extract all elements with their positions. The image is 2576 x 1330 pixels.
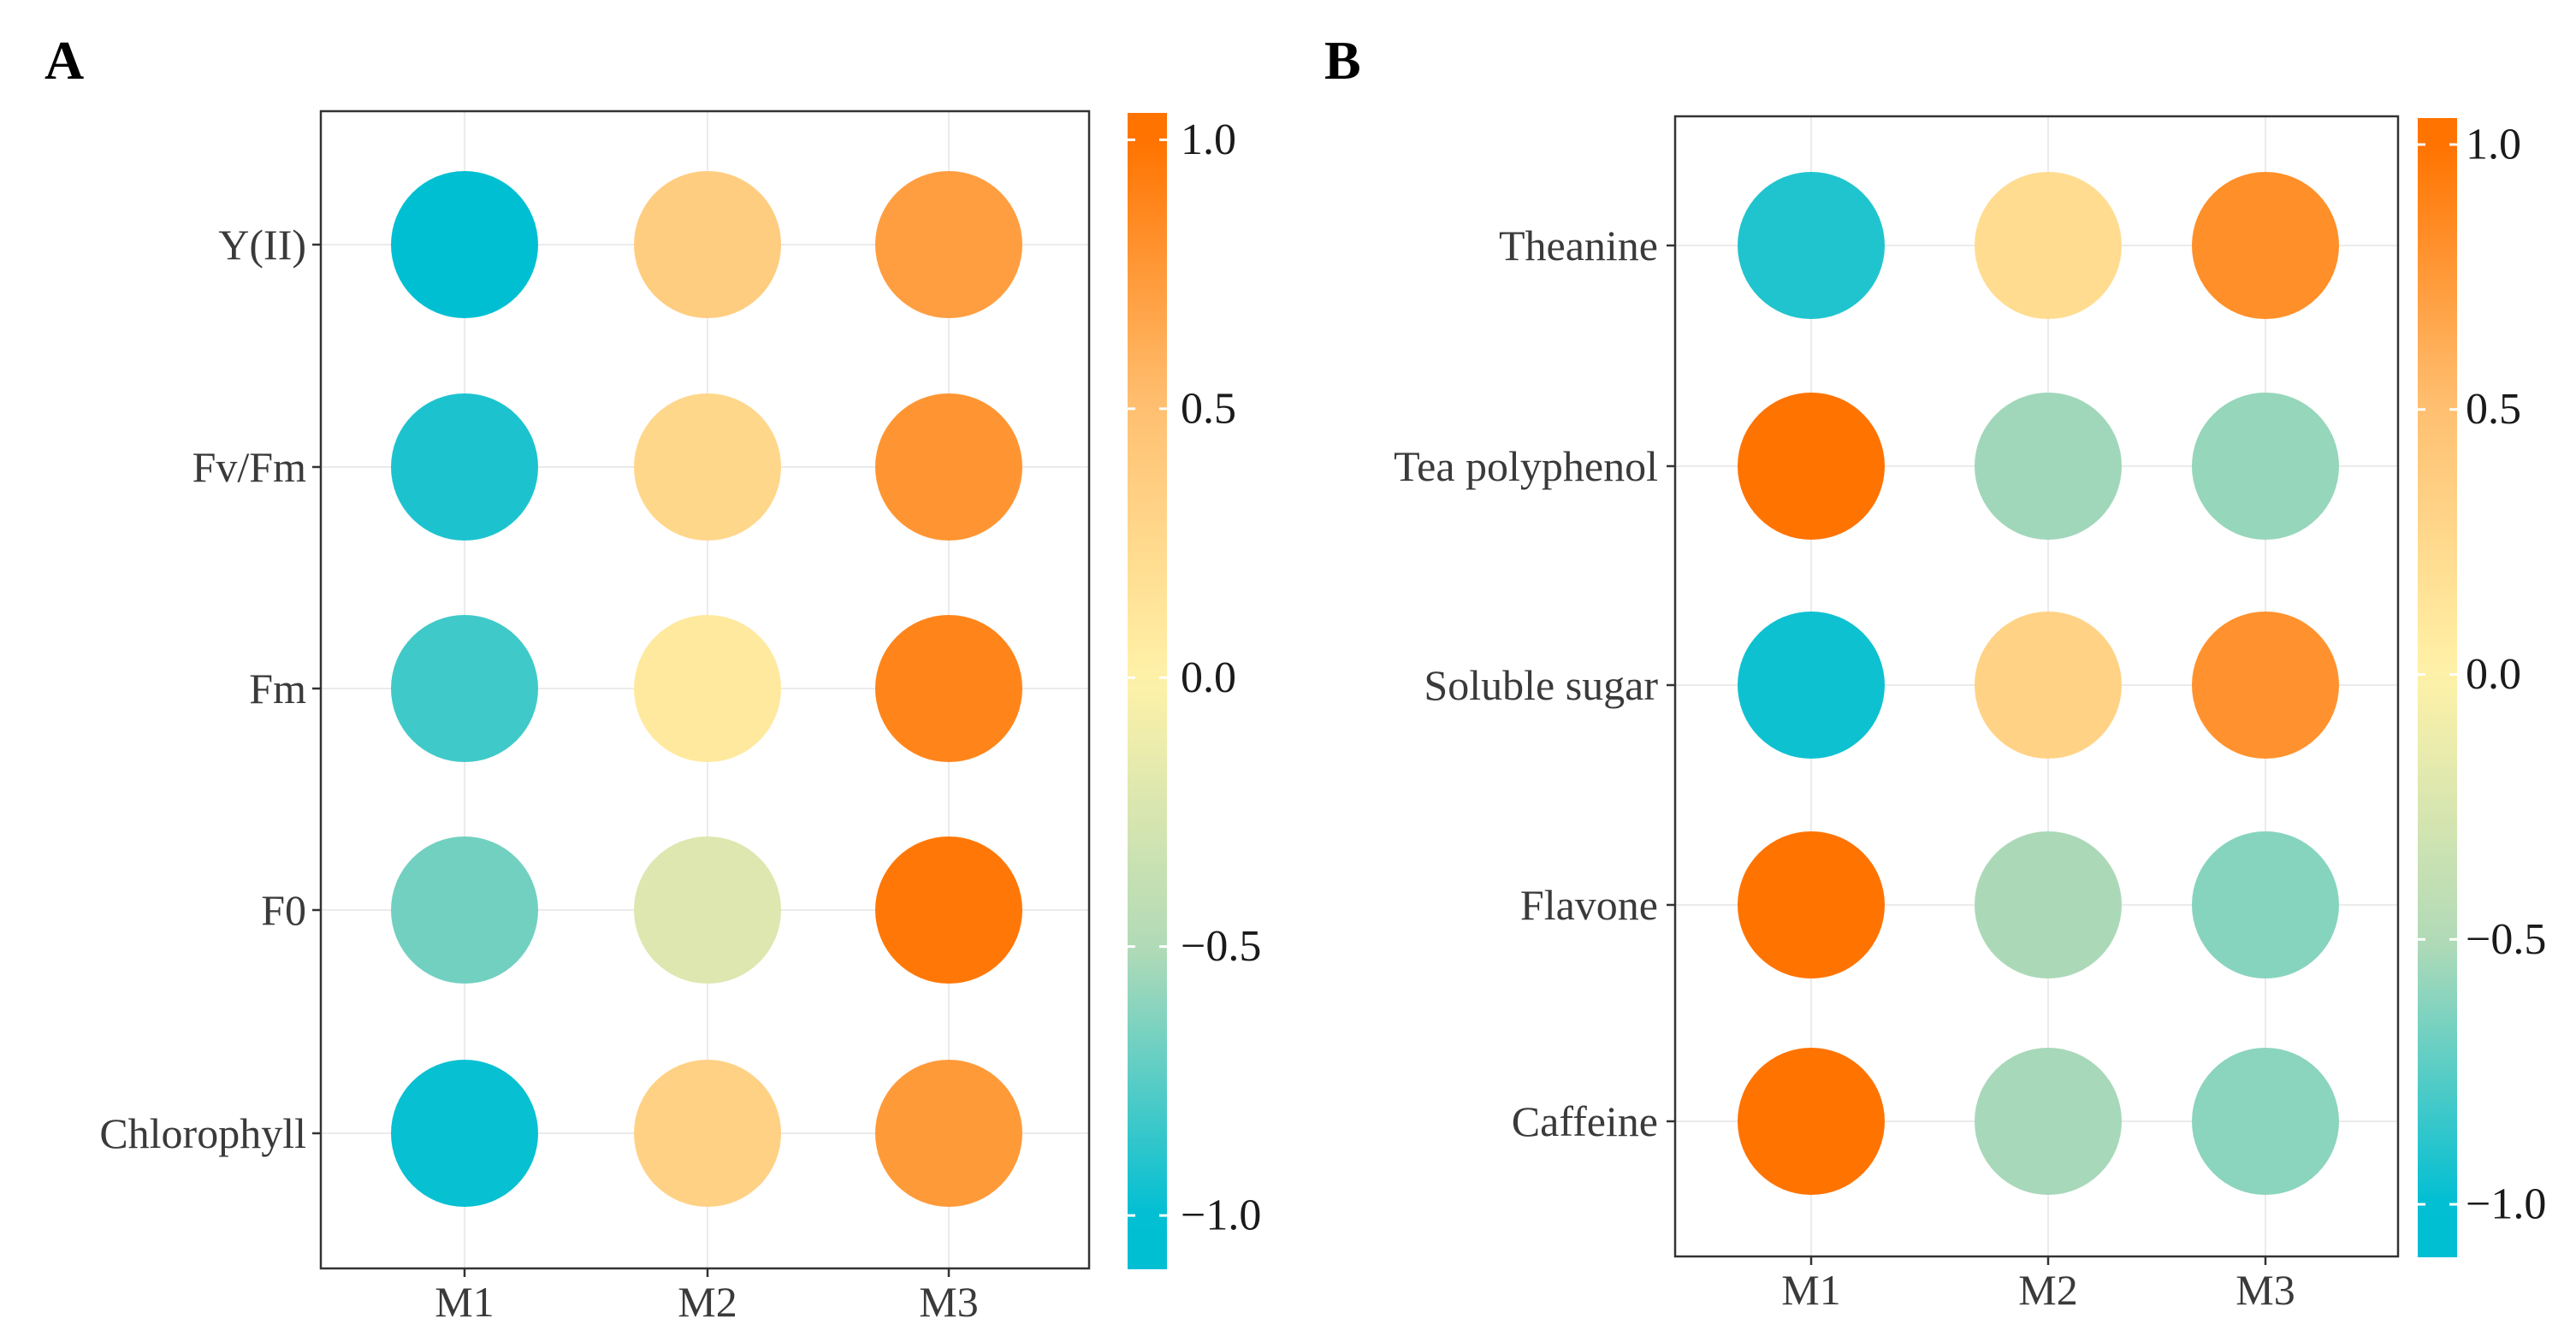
panel-b-colorbar-tick-label: 0.0 <box>2466 650 2521 699</box>
panel-a-dot-fm-m3 <box>875 615 1022 762</box>
panel-a-plot-frame <box>319 109 1091 1270</box>
panel-b-dot-flavone-m2 <box>1975 831 2122 978</box>
panel-b-colorbar-tick-label: 0.5 <box>2466 385 2521 434</box>
panel-a-col-label: M3 <box>919 1278 978 1326</box>
panel-a-row-label: Y(II) <box>218 221 306 269</box>
panel-a-dot-f0-m3 <box>875 836 1022 984</box>
panel-b-row-label: Flavone <box>1520 881 1658 929</box>
panel-a-row-label: Fv/Fm <box>192 443 307 491</box>
panel-a-letter: A <box>44 30 84 91</box>
panel-a-dot-fm-m1 <box>391 615 538 762</box>
panel-b-dot-tea-polyphenol-m1 <box>1738 393 1885 540</box>
panel-a-colorbar-tick-label: 1.0 <box>1181 115 1236 164</box>
panel-b-dot-soluble-sugar-m1 <box>1738 612 1885 759</box>
panel-a-col-label: M2 <box>678 1278 737 1326</box>
panel-b-dot-caffeine-m1 <box>1738 1048 1885 1195</box>
panel-b-dot-theanine-m3 <box>2192 172 2339 319</box>
panel-b-dot-soluble-sugar-m3 <box>2192 612 2339 759</box>
panel-b-row-label: Tea polyphenol <box>1394 442 1658 490</box>
panel-b-row-label: Caffeine <box>1512 1097 1658 1145</box>
panel-a-colorbar-tick-label: 0.5 <box>1181 384 1236 433</box>
panel-b-col-label: M2 <box>2018 1266 2077 1314</box>
panel-b-row-label: Theanine <box>1499 222 1658 269</box>
panel-b-col-label: M3 <box>2235 1266 2295 1314</box>
panel-b-dot-theanine-m1 <box>1738 172 1885 319</box>
panel-a-dot-fv-fm-m2 <box>634 393 781 541</box>
panel-a-row-label: F0 <box>261 886 306 934</box>
panel-b-dot-caffeine-m2 <box>1975 1048 2122 1195</box>
panel-b-colorbar <box>2418 118 2457 1257</box>
panel-a-row-label: Fm <box>249 665 306 712</box>
panel-a-dot-y-ii--m3 <box>875 171 1022 318</box>
panel-a-dot-y-ii--m1 <box>391 171 538 318</box>
panel-a-colorbar-tick-label: −1.0 <box>1181 1191 1261 1240</box>
panel-a-dot-fv-fm-m1 <box>391 393 538 541</box>
panel-b-dot-caffeine-m3 <box>2192 1048 2339 1195</box>
panel-a-colorbar <box>1128 113 1167 1269</box>
panel-a-dot-chlorophyll-m1 <box>391 1060 538 1207</box>
panel-b-plot-frame <box>1673 115 2400 1258</box>
panel-b-colorbar-tick-label: −0.5 <box>2466 915 2546 964</box>
panel-a-colorbar-tick-label: 0.0 <box>1181 653 1236 702</box>
panel-b-colorbar-tick-label: −1.0 <box>2466 1180 2546 1229</box>
panel-b-colorbar-tick-label: 1.0 <box>2466 120 2521 168</box>
panel-b-dot-flavone-m3 <box>2192 831 2339 978</box>
panel-a-colorbar-tick-label: −0.5 <box>1181 922 1261 971</box>
panel-b-row-label: Soluble sugar <box>1424 661 1658 709</box>
panel-b-dot-tea-polyphenol-m2 <box>1975 393 2122 540</box>
panel-a-dot-chlorophyll-m2 <box>634 1060 781 1207</box>
panel-b-dot-tea-polyphenol-m3 <box>2192 393 2339 540</box>
panel-a-col-label: M1 <box>435 1278 494 1326</box>
panel-a-dot-y-ii--m2 <box>634 171 781 318</box>
panel-a-dot-chlorophyll-m3 <box>875 1060 1022 1207</box>
panel-b-dot-theanine-m2 <box>1975 172 2122 319</box>
panel-a-dot-fv-fm-m3 <box>875 393 1022 541</box>
panel-b-dot-soluble-sugar-m2 <box>1975 612 2122 759</box>
panel-b-letter: B <box>1324 30 1361 91</box>
panel-a-dot-f0-m2 <box>634 836 781 984</box>
panel-b-dot-flavone-m1 <box>1738 831 1885 978</box>
panel-a-dot-fm-m2 <box>634 615 781 762</box>
panel-a-dot-f0-m1 <box>391 836 538 984</box>
panel-b-col-label: M1 <box>1781 1266 1840 1314</box>
panel-a-row-label: Chlorophyll <box>99 1109 306 1157</box>
